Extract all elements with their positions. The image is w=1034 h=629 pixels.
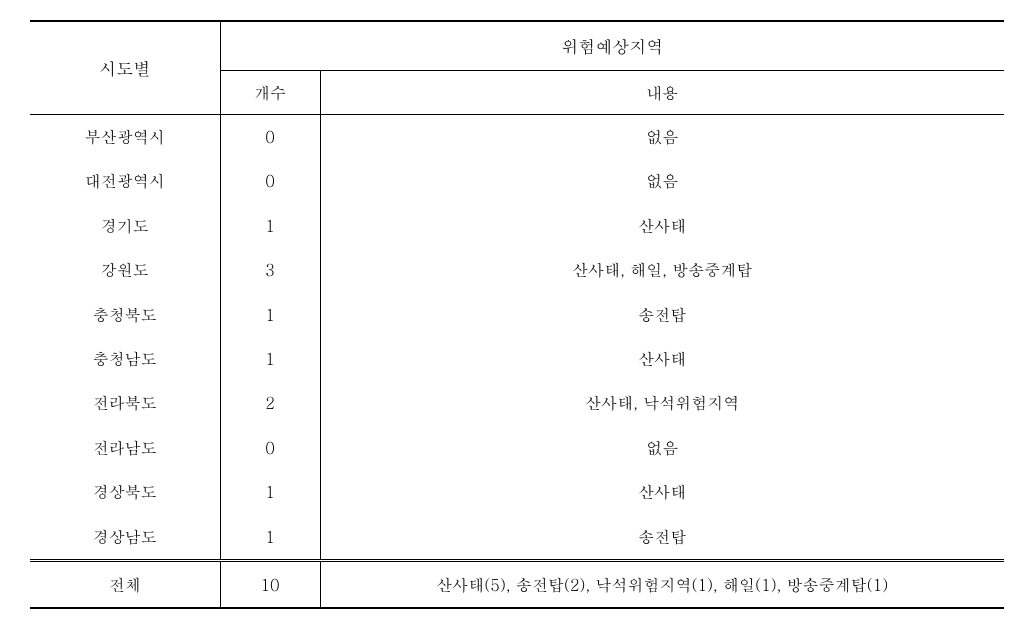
cell-content: 송전탑 — [320, 515, 1004, 561]
cell-region: 전라남도 — [30, 426, 220, 470]
header-region: 시도별 — [30, 21, 220, 115]
cell-content: 산사태 — [320, 337, 1004, 381]
table-header: 시도별 위험예상지역 개수 내용 — [30, 21, 1004, 115]
cell-count: 2 — [220, 381, 320, 425]
cell-region: 경기도 — [30, 204, 220, 248]
cell-region: 강원도 — [30, 248, 220, 292]
table-row: 전라북도 2 산사태, 낙석위험지역 — [30, 381, 1004, 425]
total-count: 10 — [220, 560, 320, 608]
cell-content: 없음 — [320, 115, 1004, 160]
table-row: 경상남도 1 송전탑 — [30, 515, 1004, 561]
table-row: 충청북도 1 송전탑 — [30, 293, 1004, 337]
cell-region: 경상남도 — [30, 515, 220, 561]
cell-content: 산사태 — [320, 204, 1004, 248]
cell-count: 1 — [220, 293, 320, 337]
table-row: 전라남도 0 없음 — [30, 426, 1004, 470]
table-row: 충청남도 1 산사태 — [30, 337, 1004, 381]
cell-region: 충청북도 — [30, 293, 220, 337]
table-row: 경기도 1 산사태 — [30, 204, 1004, 248]
total-content: 산사태(5), 송전탑(2), 낙석위험지역(1), 해일(1), 방송중계탑(… — [320, 560, 1004, 608]
cell-count: 0 — [220, 426, 320, 470]
header-content: 내용 — [320, 71, 1004, 115]
cell-count: 1 — [220, 515, 320, 561]
cell-content: 없음 — [320, 426, 1004, 470]
cell-content: 산사태, 해일, 방송중계탑 — [320, 248, 1004, 292]
cell-region: 전라북도 — [30, 381, 220, 425]
cell-region: 부산광역시 — [30, 115, 220, 160]
cell-content: 산사태 — [320, 470, 1004, 514]
total-label: 전체 — [30, 560, 220, 608]
table-row: 강원도 3 산사태, 해일, 방송중계탑 — [30, 248, 1004, 292]
table-row: 대전광역시 0 없음 — [30, 159, 1004, 203]
table-body: 부산광역시 0 없음 대전광역시 0 없음 경기도 1 산사태 강원도 3 산사… — [30, 115, 1004, 608]
cell-count: 0 — [220, 159, 320, 203]
table-total-row: 전체 10 산사태(5), 송전탑(2), 낙석위험지역(1), 해일(1), … — [30, 560, 1004, 608]
table-row: 부산광역시 0 없음 — [30, 115, 1004, 160]
table-row: 경상북도 1 산사태 — [30, 470, 1004, 514]
cell-count: 0 — [220, 115, 320, 160]
hazard-region-table: 시도별 위험예상지역 개수 내용 부산광역시 0 없음 대전광역시 0 없음 경… — [30, 20, 1004, 609]
cell-content: 송전탑 — [320, 293, 1004, 337]
cell-count: 1 — [220, 337, 320, 381]
cell-region: 충청남도 — [30, 337, 220, 381]
cell-region: 대전광역시 — [30, 159, 220, 203]
header-count: 개수 — [220, 71, 320, 115]
cell-count: 1 — [220, 470, 320, 514]
cell-count: 1 — [220, 204, 320, 248]
cell-content: 없음 — [320, 159, 1004, 203]
cell-content: 산사태, 낙석위험지역 — [320, 381, 1004, 425]
header-hazard-area: 위험예상지역 — [220, 21, 1004, 71]
cell-region: 경상북도 — [30, 470, 220, 514]
cell-count: 3 — [220, 248, 320, 292]
